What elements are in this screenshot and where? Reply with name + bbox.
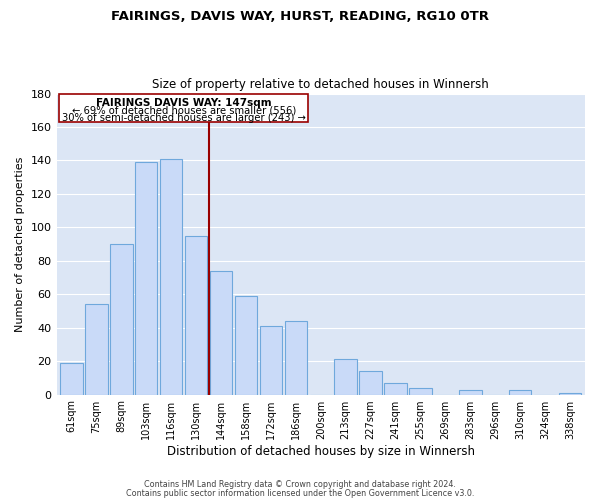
Text: 30% of semi-detached houses are larger (243) →: 30% of semi-detached houses are larger (… <box>62 113 305 123</box>
Text: Contains HM Land Registry data © Crown copyright and database right 2024.: Contains HM Land Registry data © Crown c… <box>144 480 456 489</box>
Bar <box>260 326 282 394</box>
Title: Size of property relative to detached houses in Winnersh: Size of property relative to detached ho… <box>152 78 489 91</box>
Text: FAIRINGS DAVIS WAY: 147sqm: FAIRINGS DAVIS WAY: 147sqm <box>96 98 271 108</box>
Bar <box>160 159 182 394</box>
Bar <box>135 162 157 394</box>
Bar <box>359 371 382 394</box>
Bar <box>509 390 532 394</box>
Bar <box>185 236 208 394</box>
Bar <box>110 244 133 394</box>
Text: Contains public sector information licensed under the Open Government Licence v3: Contains public sector information licen… <box>126 489 474 498</box>
Bar <box>284 321 307 394</box>
Bar <box>235 296 257 394</box>
Bar <box>210 271 232 394</box>
Text: ← 69% of detached houses are smaller (556): ← 69% of detached houses are smaller (55… <box>71 106 296 116</box>
Bar <box>409 388 431 394</box>
Bar <box>334 360 357 394</box>
FancyBboxPatch shape <box>59 94 308 122</box>
Bar <box>459 390 482 394</box>
Bar <box>60 363 83 394</box>
Bar <box>85 304 107 394</box>
X-axis label: Distribution of detached houses by size in Winnersh: Distribution of detached houses by size … <box>167 444 475 458</box>
Bar <box>559 393 581 394</box>
Bar <box>385 383 407 394</box>
Y-axis label: Number of detached properties: Number of detached properties <box>15 156 25 332</box>
Text: FAIRINGS, DAVIS WAY, HURST, READING, RG10 0TR: FAIRINGS, DAVIS WAY, HURST, READING, RG1… <box>111 10 489 23</box>
